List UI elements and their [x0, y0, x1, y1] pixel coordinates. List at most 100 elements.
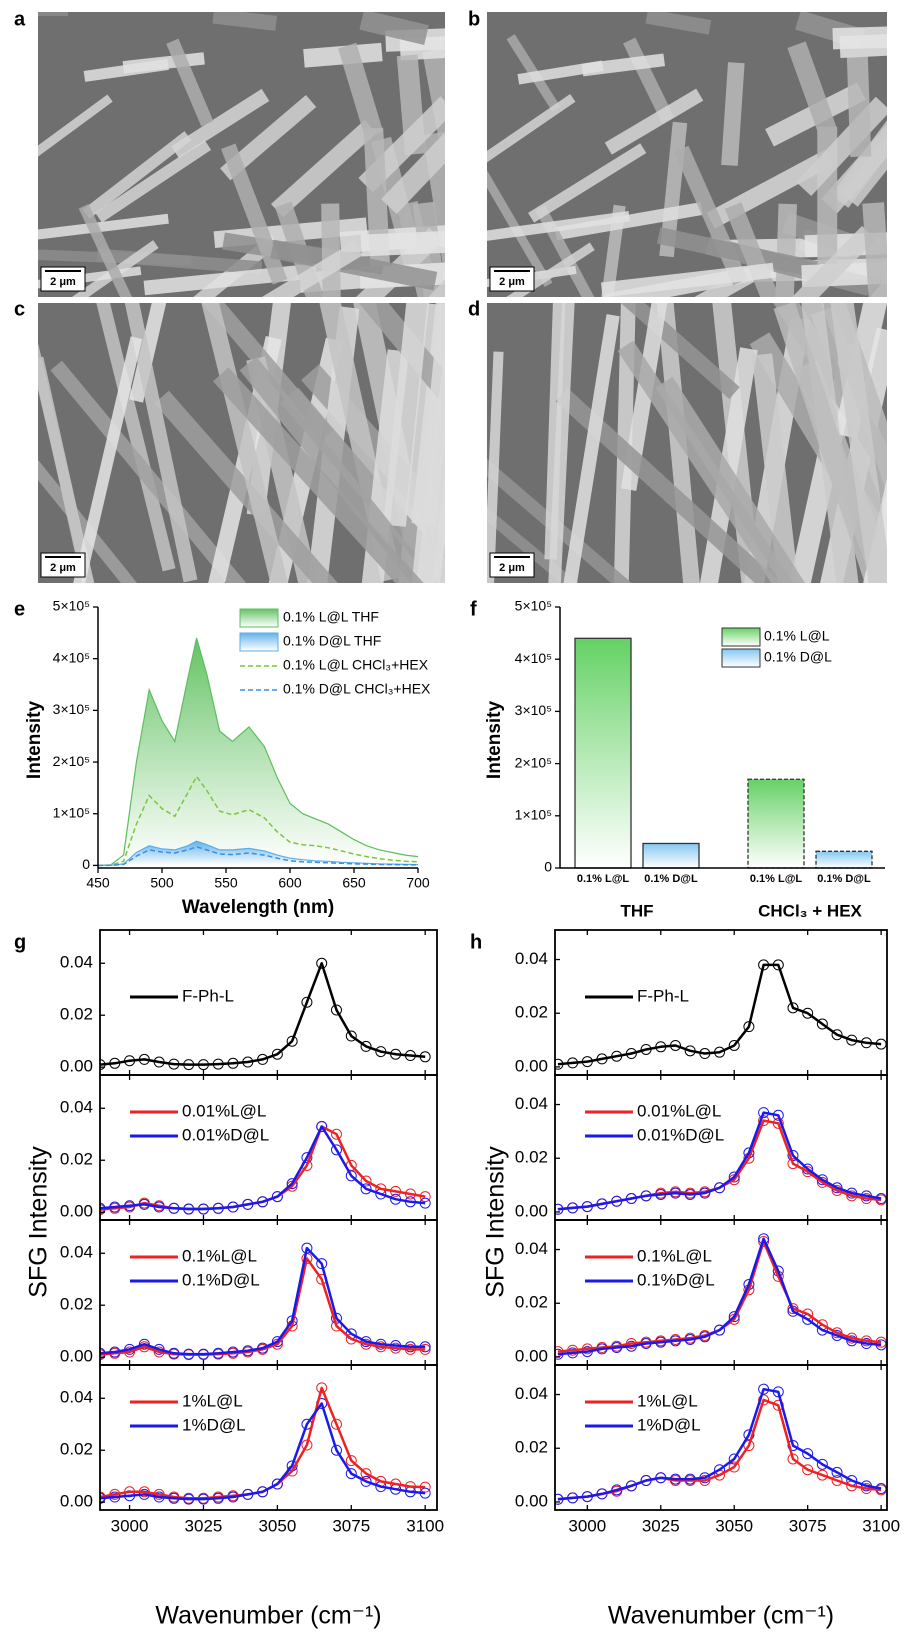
y-tick-label: 5×10⁵ — [515, 598, 552, 614]
x-tick-label: 550 — [214, 875, 238, 891]
y-tick-label: 0.00 — [515, 1491, 548, 1510]
legend-label: 0.1%D@L — [637, 1270, 715, 1289]
y-tick-label: 0 — [544, 859, 552, 875]
bar — [575, 638, 631, 868]
y-tick-label: 2×10⁵ — [53, 753, 90, 769]
bar-label: 0.1% L@L — [750, 873, 803, 885]
y-axis-label: Intensity — [484, 701, 505, 780]
panel-label: g — [14, 931, 26, 953]
crystal — [857, 57, 860, 157]
panel-label: c — [14, 298, 25, 320]
y-axis-label: Intensity — [24, 701, 45, 780]
y-tick-label: 0.02 — [60, 1005, 93, 1024]
y-tick-label: 4×10⁵ — [515, 650, 552, 666]
legend-label: 0.1% D@L CHCl₃+HEX — [283, 681, 431, 697]
legend-label: F-Ph-L — [637, 986, 689, 1005]
y-tick-label: 0.04 — [60, 953, 93, 972]
x-tick-label: 3025 — [185, 1516, 223, 1535]
x-axis-label: Wavenumber (cm⁻¹) — [608, 1602, 834, 1630]
legend-label: 0.01%L@L — [637, 1101, 721, 1120]
bar — [748, 779, 804, 868]
y-tick-label: 0.00 — [60, 1492, 93, 1511]
y-tick-label: 0.02 — [60, 1295, 93, 1314]
plot-area — [95, 1243, 430, 1360]
y-tick-label: 0.02 — [515, 1003, 548, 1022]
x-tick-label: 3075 — [789, 1516, 827, 1535]
legend-swatch — [240, 633, 278, 651]
legend-label: 1%L@L — [182, 1391, 243, 1410]
y-tick-label: 0.04 — [515, 1384, 548, 1403]
y-axis-label: SFG Intensity — [25, 1146, 53, 1298]
y-tick-label: 1×10⁵ — [515, 807, 552, 823]
fit-line — [100, 1248, 425, 1354]
y-tick-label: 0.00 — [60, 1057, 93, 1076]
y-tick-label: 0.02 — [60, 1150, 93, 1169]
legend-label: 0.01%D@L — [637, 1125, 724, 1144]
x-tick-label: 600 — [278, 875, 302, 891]
y-tick-label: 0.04 — [60, 1243, 93, 1262]
x-tick-label: 700 — [406, 875, 430, 891]
legend-swatch — [722, 649, 760, 667]
crystal — [729, 63, 736, 166]
y-tick-label: 0.02 — [60, 1440, 93, 1459]
crystal — [840, 44, 914, 47]
scale-bar-label: 2 μm — [499, 276, 525, 288]
y-tick-label: 3×10⁵ — [515, 702, 552, 718]
figure: a2 μmb2 μmc2 μmd2 μme0.1% L@L THF0.1% D@… — [0, 0, 924, 1634]
legend-label: 0.1% L@L — [764, 628, 830, 644]
scale-bar-label: 2 μm — [499, 562, 525, 574]
panel-label: b — [468, 8, 480, 30]
x-tick-label: 3100 — [406, 1516, 444, 1535]
legend-swatch — [722, 628, 760, 646]
y-tick-label: 4×10⁵ — [53, 649, 90, 665]
legend-label: 0.1% L@L THF — [283, 609, 379, 625]
x-tick-label: 3075 — [332, 1516, 370, 1535]
x-tick-label: 3000 — [568, 1516, 606, 1535]
fit-line — [100, 1259, 425, 1355]
legend-label: 0.1% D@L THF — [283, 633, 381, 649]
y-tick-label: 5×10⁵ — [53, 598, 90, 614]
panel-frame — [555, 930, 887, 1075]
bar — [816, 851, 872, 868]
y-axis-label: SFG Intensity — [482, 1146, 510, 1298]
x-tick-label: 3050 — [258, 1516, 296, 1535]
x-tick-label: 500 — [150, 875, 174, 891]
legend-label: 1%L@L — [637, 1391, 698, 1410]
legend-label: 0.1% L@L CHCl₃+HEX — [283, 657, 429, 673]
x-tick-label: 3025 — [642, 1516, 680, 1535]
panel-label: h — [470, 931, 482, 953]
scale-bar-label: 2 μm — [50, 276, 76, 288]
plot-area — [95, 958, 430, 1069]
x-axis-label: Wavenumber (cm⁻¹) — [155, 1602, 381, 1630]
plot-area — [553, 1234, 886, 1359]
legend-label: 1%D@L — [182, 1415, 246, 1434]
legend-label: 0.1%D@L — [182, 1270, 260, 1289]
plot-area — [553, 960, 886, 1069]
crystal — [213, 16, 276, 23]
y-tick-label: 0.00 — [515, 1056, 548, 1075]
y-tick-label: 0.04 — [515, 1239, 548, 1258]
legend-label: 0.01%L@L — [182, 1101, 266, 1120]
legend-swatch — [240, 609, 278, 627]
bar-label: 0.1% D@L — [644, 873, 698, 885]
scale-bar-label: 2 μm — [50, 562, 76, 574]
x-tick-label: 450 — [86, 875, 110, 891]
bar-label: 0.1% L@L — [577, 873, 630, 885]
panel-label: f — [470, 598, 477, 620]
y-tick-label: 0.04 — [515, 949, 548, 968]
legend-label: 0.1% D@L — [764, 649, 832, 665]
y-tick-label: 0.04 — [60, 1388, 93, 1407]
y-tick-label: 3×10⁵ — [53, 701, 90, 717]
fit-line — [558, 1400, 881, 1499]
x-tick-label: 3050 — [715, 1516, 753, 1535]
y-tick-label: 0.02 — [515, 1148, 548, 1167]
y-tick-label: 0.00 — [515, 1201, 548, 1220]
bar-label: 0.1% D@L — [817, 873, 871, 885]
fit-line — [558, 965, 881, 1064]
y-tick-label: 0.04 — [515, 1094, 548, 1113]
legend-label: 0.1%L@L — [182, 1246, 257, 1265]
group-label: THF — [620, 901, 653, 920]
fit-line — [100, 1388, 425, 1498]
x-tick-label: 650 — [342, 875, 366, 891]
fit-line — [100, 1404, 425, 1500]
